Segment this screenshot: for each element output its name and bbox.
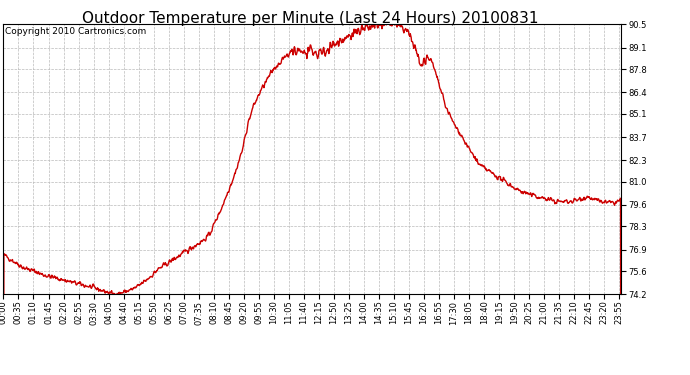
Text: Copyright 2010 Cartronics.com: Copyright 2010 Cartronics.com xyxy=(5,27,146,36)
Text: Outdoor Temperature per Minute (Last 24 Hours) 20100831: Outdoor Temperature per Minute (Last 24 … xyxy=(82,11,539,26)
